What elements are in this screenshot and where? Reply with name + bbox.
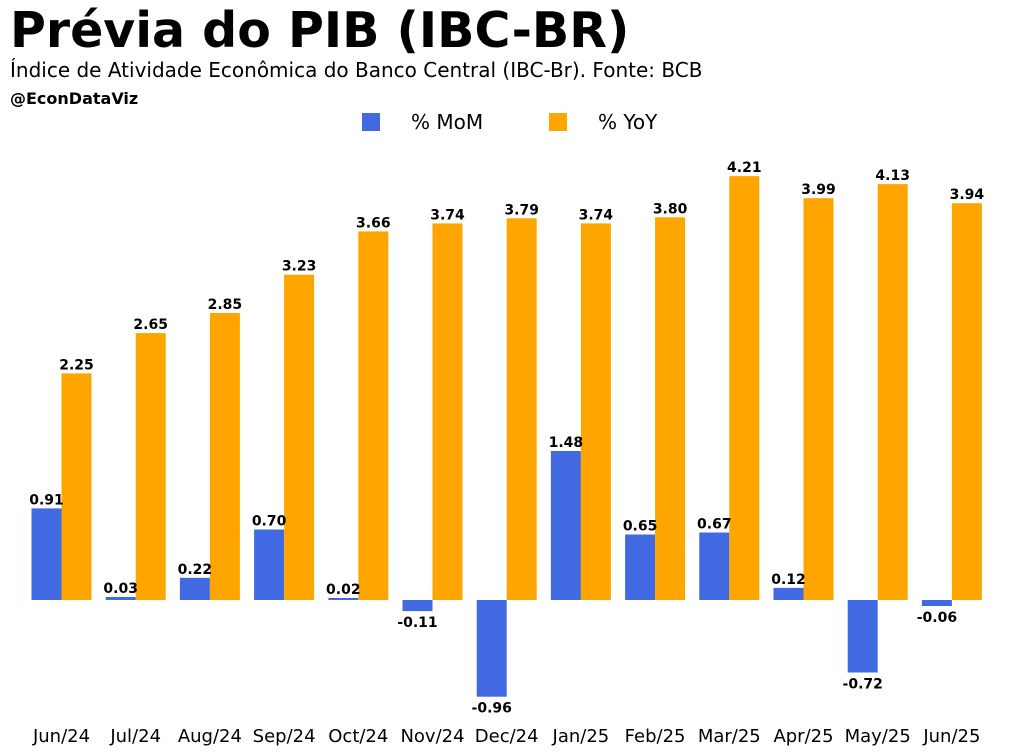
mom-value-label: -0.72 xyxy=(843,677,883,693)
yoy-value-label: 4.13 xyxy=(875,168,910,184)
x-tick-label: Aug/24 xyxy=(178,726,242,747)
mom-value-label: 0.91 xyxy=(29,492,64,508)
yoy-value-label: 2.65 xyxy=(133,317,168,333)
chart-subtitle: Índice de Atividade Econômica do Banco C… xyxy=(10,58,703,82)
yoy-value-label: 3.74 xyxy=(579,207,614,223)
yoy-bar-aug-24 xyxy=(209,313,240,600)
mom-value-label: -0.11 xyxy=(397,615,437,631)
yoy-value-label: 4.21 xyxy=(727,160,762,176)
x-tick-label: Mar/25 xyxy=(698,726,761,747)
data-labels: 0.91 2.25 0.03 2.65 0.22 2.85 0.70 3.23 0.02 3.66… xyxy=(29,160,984,717)
x-tick-label: Sep/24 xyxy=(253,726,316,747)
yoy-bar-feb-25 xyxy=(655,217,686,601)
mom-bar-jan-25 xyxy=(550,451,581,600)
yoy-bar-may-25 xyxy=(877,184,908,600)
yoy-value-label: 3.79 xyxy=(504,202,539,218)
yoy-value-label: 3.80 xyxy=(653,201,688,217)
yoy-value-label: 3.23 xyxy=(282,259,317,275)
mom-bar-apr-25 xyxy=(773,587,804,600)
yoy-value-label: 3.94 xyxy=(950,187,985,203)
yoy-value-label: 3.74 xyxy=(430,207,465,223)
chart-title: Prévia do PIB (IBC-BR) xyxy=(10,2,630,59)
mom-value-label: 0.67 xyxy=(697,517,732,533)
mom-legend-swatch xyxy=(362,113,380,131)
yoy-bar-jan-25 xyxy=(580,223,611,600)
mom-bar-dec-24 xyxy=(476,600,507,697)
x-tick-label: Apr/25 xyxy=(773,726,833,747)
x-tick-label: May/25 xyxy=(845,726,911,747)
yoy-bar-jun-24 xyxy=(61,373,92,600)
x-axis-ticks: Jun/24 Jul/24 Aug/24 Sep/24 Oct/24 Nov/24 Dec/… xyxy=(32,726,980,747)
x-tick-label: Feb/25 xyxy=(625,726,686,747)
yoy-bar-dec-24 xyxy=(506,218,537,601)
mom-value-label: 0.65 xyxy=(623,519,658,535)
mom-value-label: 0.22 xyxy=(178,562,213,578)
mom-legend-label: % MoM xyxy=(411,110,483,134)
mom-value-label: 0.12 xyxy=(771,572,806,588)
yoy-value-label: 3.99 xyxy=(801,182,836,198)
mom-bar-feb-25 xyxy=(625,534,656,600)
x-tick-label: Jan/25 xyxy=(552,726,610,747)
yoy-bar-mar-25 xyxy=(729,176,760,600)
yoy-bar-jul-24 xyxy=(135,333,166,600)
mom-bar-jul-24 xyxy=(105,597,136,600)
mom-value-label: 0.70 xyxy=(252,514,287,530)
yoy-bar-jun-25 xyxy=(951,203,982,600)
mom-value-label: -0.96 xyxy=(472,701,512,717)
mom-bar-mar-25 xyxy=(699,532,730,600)
mom-bar-aug-24 xyxy=(179,577,210,600)
x-tick-label: Jun/24 xyxy=(32,726,90,747)
mom-bar-nov-24 xyxy=(402,600,433,612)
mom-bar-may-25 xyxy=(847,600,878,673)
mom-bar-sep-24 xyxy=(254,529,285,600)
x-tick-label: Jul/24 xyxy=(109,726,161,747)
mom-value-label: 0.02 xyxy=(326,582,361,598)
yoy-bar-sep-24 xyxy=(284,274,315,600)
yoy-value-label: 2.85 xyxy=(208,297,243,313)
mom-bar-jun-24 xyxy=(31,508,62,600)
mom-value-label: -0.06 xyxy=(917,610,957,626)
yoy-value-label: 3.66 xyxy=(356,215,391,231)
mom-value-label: 0.03 xyxy=(103,581,138,597)
mom-bar-jun-25 xyxy=(921,600,952,606)
yoy-bar-oct-24 xyxy=(358,231,389,600)
bars xyxy=(31,176,982,697)
x-tick-label: Jun/25 xyxy=(922,726,980,747)
mom-bar-oct-24 xyxy=(328,598,359,600)
x-tick-label: Dec/24 xyxy=(475,726,539,747)
legend: % MoM % YoY xyxy=(362,110,658,134)
x-tick-label: Oct/24 xyxy=(328,726,388,747)
yoy-legend-swatch xyxy=(549,113,567,131)
yoy-legend-label: % YoY xyxy=(598,110,658,134)
yoy-bar-apr-25 xyxy=(803,198,834,600)
x-tick-label: Nov/24 xyxy=(400,726,464,747)
yoy-bar-nov-24 xyxy=(432,223,463,600)
mom-value-label: 1.48 xyxy=(549,435,584,451)
yoy-value-label: 2.25 xyxy=(59,357,94,373)
author-handle: @EconDataViz xyxy=(10,89,139,108)
